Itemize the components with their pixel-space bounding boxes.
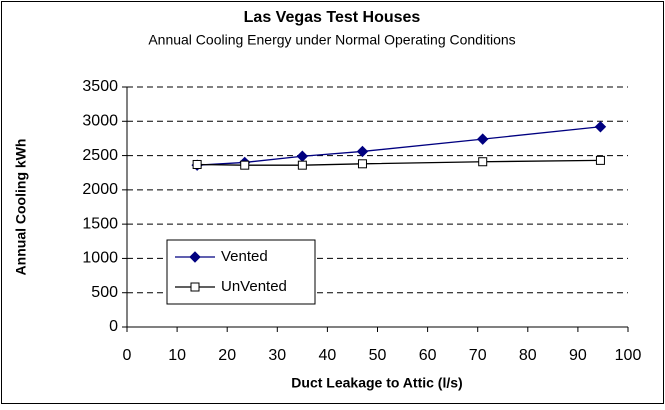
series-line (197, 159, 601, 166)
point (297, 160, 307, 170)
x-tick-label: 10 (168, 347, 186, 364)
point (192, 159, 202, 169)
point (240, 160, 250, 170)
legend-marker (190, 282, 200, 292)
x-tick-label: 50 (369, 347, 387, 364)
x-tick-label: 20 (218, 347, 236, 364)
y-tick-label: 1500 (82, 215, 118, 232)
chart-title: Las Vegas Test Houses (244, 9, 421, 26)
legend-label: Vented (221, 248, 268, 265)
x-tick-label: 90 (569, 347, 587, 364)
x-tick-label: 30 (268, 347, 286, 364)
y-tick-label: 3500 (82, 78, 118, 95)
x-tick-label: 100 (615, 347, 642, 364)
y-tick-label: 500 (91, 284, 118, 301)
y-tick-label: 3000 (82, 113, 118, 130)
legend-marker (189, 251, 201, 263)
x-tick-label: 70 (469, 347, 487, 364)
point (594, 121, 607, 133)
point (595, 155, 605, 165)
series-line (197, 126, 601, 166)
x-axis-title: Duct Leakage to Attic (l/s) (291, 375, 462, 391)
y-tick-label: 2500 (82, 147, 118, 164)
legend-label: UnVented (221, 278, 287, 295)
chart-subtitle: Annual Cooling Energy under Normal Opera… (148, 32, 515, 48)
x-tick-label: 60 (419, 347, 437, 364)
legend-box (166, 239, 316, 305)
x-tick-label: 40 (319, 347, 337, 364)
point (357, 159, 367, 169)
y-tick-label: 0 (109, 318, 118, 335)
chart-frame (1, 1, 664, 404)
point (356, 145, 369, 158)
y-tick-label: 2000 (82, 181, 118, 198)
y-axis-title: Annual Cooling kWh (13, 139, 29, 276)
point (477, 133, 489, 145)
x-tick-label: 80 (519, 347, 537, 364)
x-tick-label: 0 (123, 347, 132, 364)
y-tick-label: 1000 (82, 250, 118, 267)
point (478, 157, 488, 167)
